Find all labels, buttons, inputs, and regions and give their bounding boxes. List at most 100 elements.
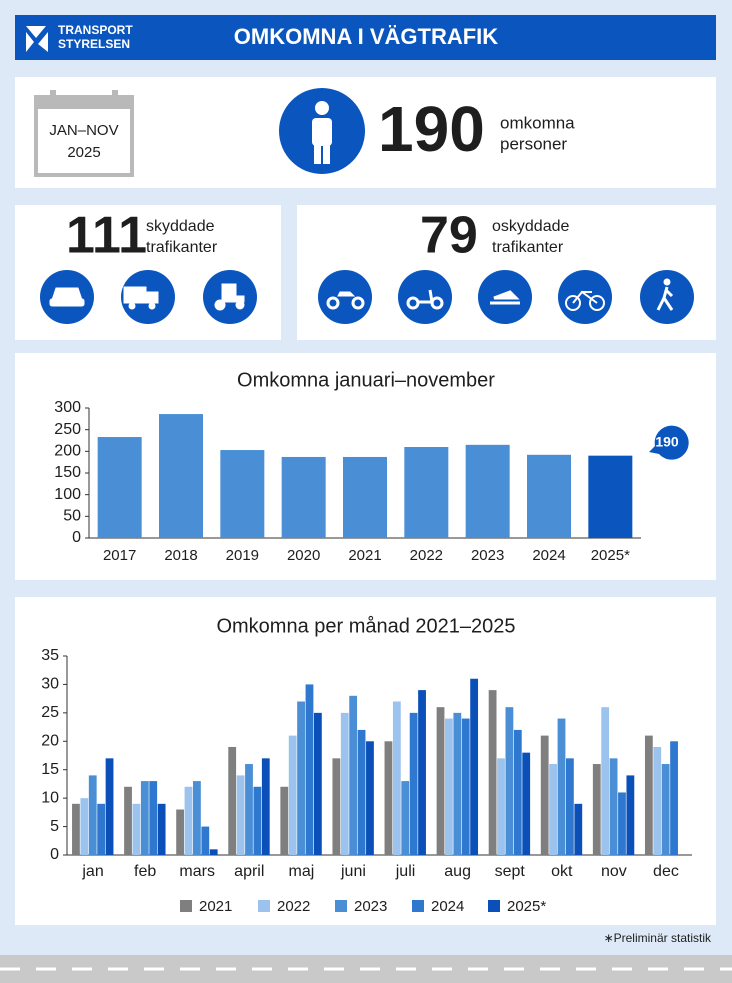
panel bbox=[15, 597, 716, 925]
bar bbox=[201, 826, 210, 855]
protected-label: trafikanter bbox=[146, 239, 218, 256]
bar bbox=[261, 758, 270, 855]
bar bbox=[661, 764, 670, 855]
unprotected-count: 79 bbox=[420, 207, 478, 265]
bar bbox=[97, 437, 142, 538]
x-tick-label: 2019 bbox=[226, 547, 259, 564]
bar bbox=[574, 803, 583, 855]
logo-text: TRANSPORT bbox=[58, 23, 133, 37]
legend-swatch bbox=[335, 900, 347, 912]
bar bbox=[626, 775, 635, 855]
x-tick-label: okt bbox=[551, 863, 573, 880]
period: JAN–NOV bbox=[49, 122, 118, 139]
x-tick-label: 2024 bbox=[532, 547, 565, 564]
y-tick-label: 250 bbox=[54, 421, 81, 438]
bar bbox=[72, 803, 80, 855]
period: 2025 bbox=[67, 144, 100, 161]
y-tick-label: 10 bbox=[41, 789, 59, 806]
legend-swatch bbox=[412, 900, 424, 912]
bar bbox=[184, 786, 193, 855]
bar bbox=[281, 456, 326, 538]
bar bbox=[522, 752, 531, 855]
x-tick-label: 2025* bbox=[591, 547, 630, 564]
total-label: omkomna bbox=[500, 113, 575, 132]
legend-label: 2025* bbox=[507, 898, 546, 915]
x-tick-label: 2022 bbox=[410, 547, 443, 564]
header-bar bbox=[15, 15, 716, 60]
bar bbox=[157, 803, 166, 855]
bar bbox=[644, 735, 653, 855]
bar bbox=[343, 456, 387, 538]
bar bbox=[193, 781, 201, 855]
y-tick-label: 0 bbox=[72, 529, 81, 546]
value-bubble bbox=[649, 425, 689, 460]
bar bbox=[245, 764, 253, 855]
bar bbox=[280, 786, 289, 855]
bar bbox=[409, 712, 418, 855]
bar bbox=[601, 707, 610, 855]
bar bbox=[588, 455, 633, 538]
bar bbox=[297, 701, 305, 855]
legend-label: 2023 bbox=[354, 898, 387, 915]
legend-swatch bbox=[180, 900, 192, 912]
bar bbox=[140, 781, 149, 855]
vehicle-glyphs bbox=[49, 278, 674, 311]
bar bbox=[340, 712, 349, 855]
bar bbox=[461, 718, 470, 855]
bar bbox=[392, 701, 401, 855]
bar bbox=[97, 803, 106, 855]
x-tick-label: jan bbox=[81, 863, 103, 880]
bar bbox=[288, 735, 297, 855]
x-tick-label: dec bbox=[653, 863, 679, 880]
bar bbox=[236, 775, 245, 855]
bar bbox=[253, 786, 262, 855]
x-tick-label: maj bbox=[288, 863, 314, 880]
x-tick-label: nov bbox=[601, 863, 627, 880]
bar bbox=[609, 758, 618, 855]
bar bbox=[436, 707, 445, 855]
chart-title: Omkomna per månad 2021–2025 bbox=[216, 615, 515, 637]
bar bbox=[557, 718, 566, 855]
y-tick-label: 100 bbox=[54, 486, 81, 503]
unprotected-label: oskyddade bbox=[492, 218, 569, 235]
y-tick-label: 150 bbox=[54, 464, 81, 481]
bar bbox=[653, 746, 662, 855]
x-tick-label: sept bbox=[495, 863, 526, 880]
x-tick-label: juni bbox=[340, 863, 366, 880]
y-tick-label: 20 bbox=[41, 733, 59, 750]
bar bbox=[401, 781, 410, 855]
bar bbox=[488, 690, 497, 855]
unprotected-label: trafikanter bbox=[492, 239, 564, 256]
y-tick-label: 35 bbox=[41, 647, 59, 664]
bar bbox=[453, 712, 462, 855]
bar bbox=[384, 741, 393, 855]
bar bbox=[105, 758, 114, 855]
bar bbox=[418, 690, 426, 855]
x-tick-label: 2021 bbox=[348, 547, 381, 564]
legend-swatch bbox=[488, 900, 500, 912]
total: 190 bbox=[378, 93, 485, 165]
person-icon bbox=[312, 101, 332, 164]
x-tick-label: aug bbox=[444, 863, 471, 880]
bar bbox=[305, 684, 314, 855]
bar bbox=[209, 849, 218, 855]
y-tick-label: 30 bbox=[41, 676, 59, 693]
y-tick-label: 50 bbox=[63, 508, 81, 525]
bar bbox=[124, 786, 132, 855]
x-tick-label: april bbox=[234, 863, 264, 880]
bar bbox=[513, 729, 522, 855]
x-tick-label: 2018 bbox=[164, 547, 197, 564]
total-label: personer bbox=[500, 134, 567, 153]
bar bbox=[88, 775, 97, 855]
protected-label: skyddade bbox=[146, 218, 215, 235]
bar bbox=[366, 741, 374, 855]
legend-label: 2021 bbox=[199, 898, 232, 915]
y-tick-label: 5 bbox=[50, 818, 59, 835]
bar bbox=[670, 741, 678, 855]
footnote: ∗Preliminär statistik bbox=[604, 931, 712, 945]
bar bbox=[228, 746, 237, 855]
bar bbox=[220, 450, 265, 538]
bar bbox=[404, 447, 449, 538]
bar bbox=[357, 729, 366, 855]
